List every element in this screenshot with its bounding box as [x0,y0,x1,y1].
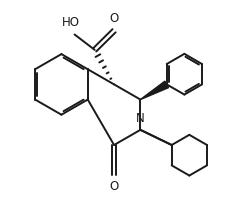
Polygon shape [140,81,168,100]
Text: O: O [110,12,119,25]
Text: O: O [110,180,119,193]
Text: N: N [136,112,145,125]
Text: HO: HO [62,16,80,29]
